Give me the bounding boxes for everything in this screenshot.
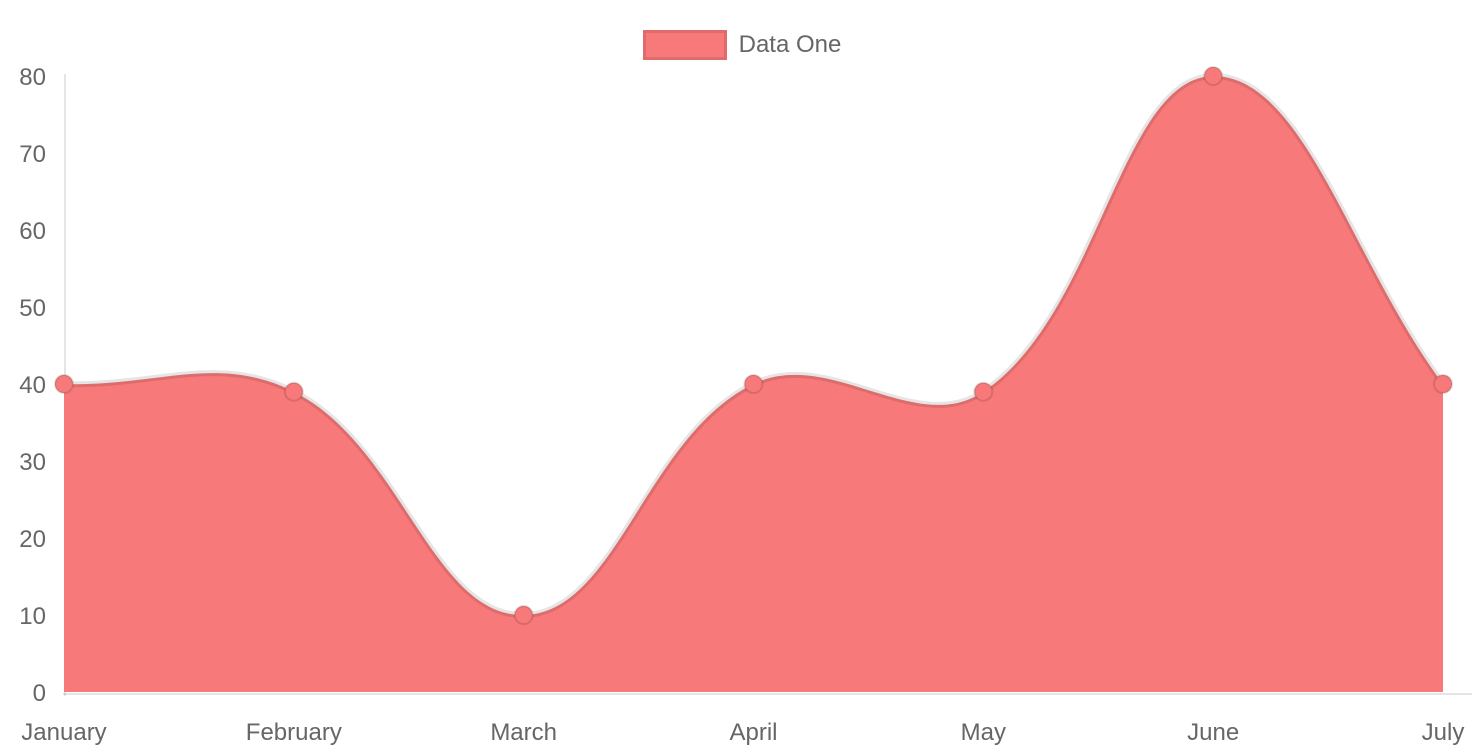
x-axis-label-january: January <box>21 719 106 746</box>
x-axis-label-april: April <box>729 719 777 746</box>
data-point-march[interactable] <box>513 605 534 625</box>
data-point-january[interactable] <box>54 374 74 394</box>
legend-swatch <box>642 30 727 60</box>
x-axis-label-june: June <box>1187 719 1239 746</box>
chart-legend: Data One <box>0 30 1484 60</box>
y-axis-label-40: 40 <box>19 372 46 399</box>
y-axis-label-0: 0 <box>33 680 46 707</box>
y-axis-label-10: 10 <box>19 603 46 630</box>
data-point-july[interactable] <box>1433 374 1453 394</box>
y-axis-label-70: 70 <box>19 141 46 168</box>
data-point-february[interactable] <box>283 381 304 402</box>
y-axis-label-50: 50 <box>19 295 46 322</box>
data-point-may[interactable] <box>973 381 994 402</box>
data-point-june[interactable] <box>1203 66 1224 86</box>
y-axis-label-20: 20 <box>19 526 46 553</box>
data-point-april[interactable] <box>743 374 764 394</box>
legend-item-data-one[interactable]: Data One <box>642 30 842 60</box>
x-axis-label-july: July <box>1422 719 1465 746</box>
y-axis-label-80: 80 <box>19 64 46 91</box>
x-axis-label-march: March <box>490 719 557 746</box>
legend-label: Data One <box>738 31 842 58</box>
x-axis-label-february: February <box>246 719 342 746</box>
y-axis-label-60: 60 <box>19 218 46 245</box>
y-axis-label-30: 30 <box>19 449 46 476</box>
x-axis-label-may: May <box>961 719 1006 746</box>
